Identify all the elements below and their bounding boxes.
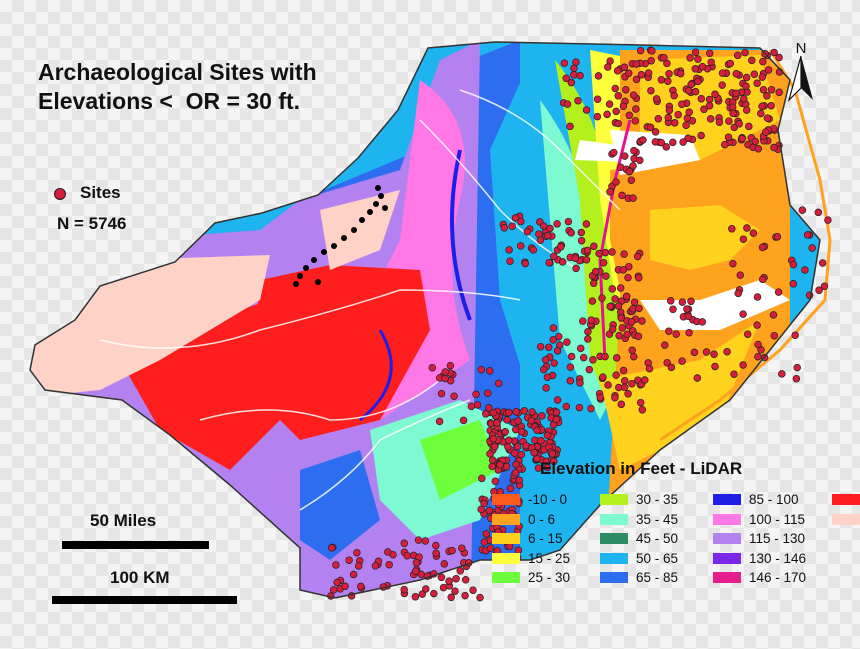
legend-item: 6 - 15 <box>492 529 600 549</box>
legend-label: 6 - 15 <box>528 531 563 547</box>
legend-item: -10 - 0 <box>492 490 600 510</box>
legend-item: 130 - 146 <box>713 549 832 569</box>
legend-label: 65 - 85 <box>636 570 679 586</box>
sites-legend: Sites <box>54 183 121 203</box>
legend-swatch <box>832 494 860 506</box>
scale-bar-miles <box>62 541 209 549</box>
legend-item: 0 - 6 <box>492 510 600 530</box>
north-label: N <box>796 40 807 57</box>
legend-swatch <box>713 533 741 545</box>
legend-item: 85 - 100 <box>713 490 832 510</box>
sites-legend-label: Sites <box>80 183 121 202</box>
legend-label: 130 - 146 <box>749 550 807 566</box>
legend-swatch <box>600 552 628 564</box>
elevation-legend: -10 - 0 0 - 6 6 - 15 15 - 25 25 - 30 30 - 35 3… <box>492 490 860 608</box>
north-arrow-icon: N <box>787 40 813 103</box>
elevation-legend-title: Elevation in Feet - LiDAR <box>540 459 743 478</box>
scale-miles-label: 50 Miles <box>90 511 157 530</box>
map-title-line-1: Archaeological Sites with <box>38 59 317 85</box>
legend-label: 0 - 6 <box>528 511 556 527</box>
legend-item: 45 - 50 <box>600 529 713 549</box>
legend-label: 15 - 25 <box>528 550 571 566</box>
legend-label: 115 - 130 <box>749 531 806 547</box>
legend-swatch <box>492 572 520 584</box>
legend-item: 220 - 275 <box>832 510 860 530</box>
legend-swatch <box>713 572 741 584</box>
legend-label: 35 - 45 <box>636 511 679 527</box>
legend-swatch <box>832 513 860 525</box>
foothill-track <box>293 185 388 287</box>
legend-item: 15 - 25 <box>492 549 600 569</box>
legend-item: 100 - 115 <box>713 510 832 530</box>
map-title-line-2: Elevations < OR = 30 ft. <box>38 88 301 114</box>
legend-label: 100 - 115 <box>749 511 806 527</box>
legend-item: 50 - 65 <box>600 549 713 569</box>
legend-swatch <box>713 513 741 525</box>
legend-swatch <box>600 533 628 545</box>
legend-swatch <box>492 513 520 525</box>
legend-item: 25 - 30 <box>492 568 600 588</box>
legend-swatch <box>600 513 628 525</box>
legend-swatch <box>600 494 628 506</box>
scale-km-label: 100 KM <box>110 568 170 587</box>
legend-label: 85 - 100 <box>749 492 799 508</box>
legend-swatch <box>713 552 741 564</box>
legend-label: 45 - 50 <box>636 531 679 547</box>
legend-item: 170 - 220 <box>832 490 860 510</box>
legend-swatch <box>492 533 520 545</box>
legend-swatch <box>492 552 520 564</box>
legend-swatch <box>492 494 520 506</box>
legend-item: 35 - 45 <box>600 510 713 530</box>
legend-item: 146 - 170 <box>713 568 832 588</box>
legend-item: 30 - 35 <box>600 490 713 510</box>
scale-bar-km <box>52 596 237 604</box>
map-title: Archaeological Sites with Elevations < O… <box>38 58 398 116</box>
outer-banks <box>659 49 832 442</box>
site-count: N = 5746 <box>57 214 127 233</box>
legend-swatch <box>600 572 628 584</box>
site-markers <box>327 46 832 602</box>
legend-item: 65 - 85 <box>600 568 713 588</box>
legend-label: 146 - 170 <box>749 570 807 586</box>
state-outline <box>29 41 821 599</box>
pamlico-sound <box>575 130 790 330</box>
legend-label: 30 - 35 <box>636 492 679 508</box>
scale-bar-group: 50 Miles 100 KM <box>50 505 240 605</box>
legend-label: -10 - 0 <box>528 492 568 508</box>
legend-item: 115 - 130 <box>713 529 832 549</box>
legend-label: 50 - 65 <box>636 550 679 566</box>
legend-label: 25 - 30 <box>528 570 571 586</box>
site-marker-icon <box>54 187 66 200</box>
survey-line <box>598 119 632 361</box>
legend-swatch <box>713 494 741 506</box>
